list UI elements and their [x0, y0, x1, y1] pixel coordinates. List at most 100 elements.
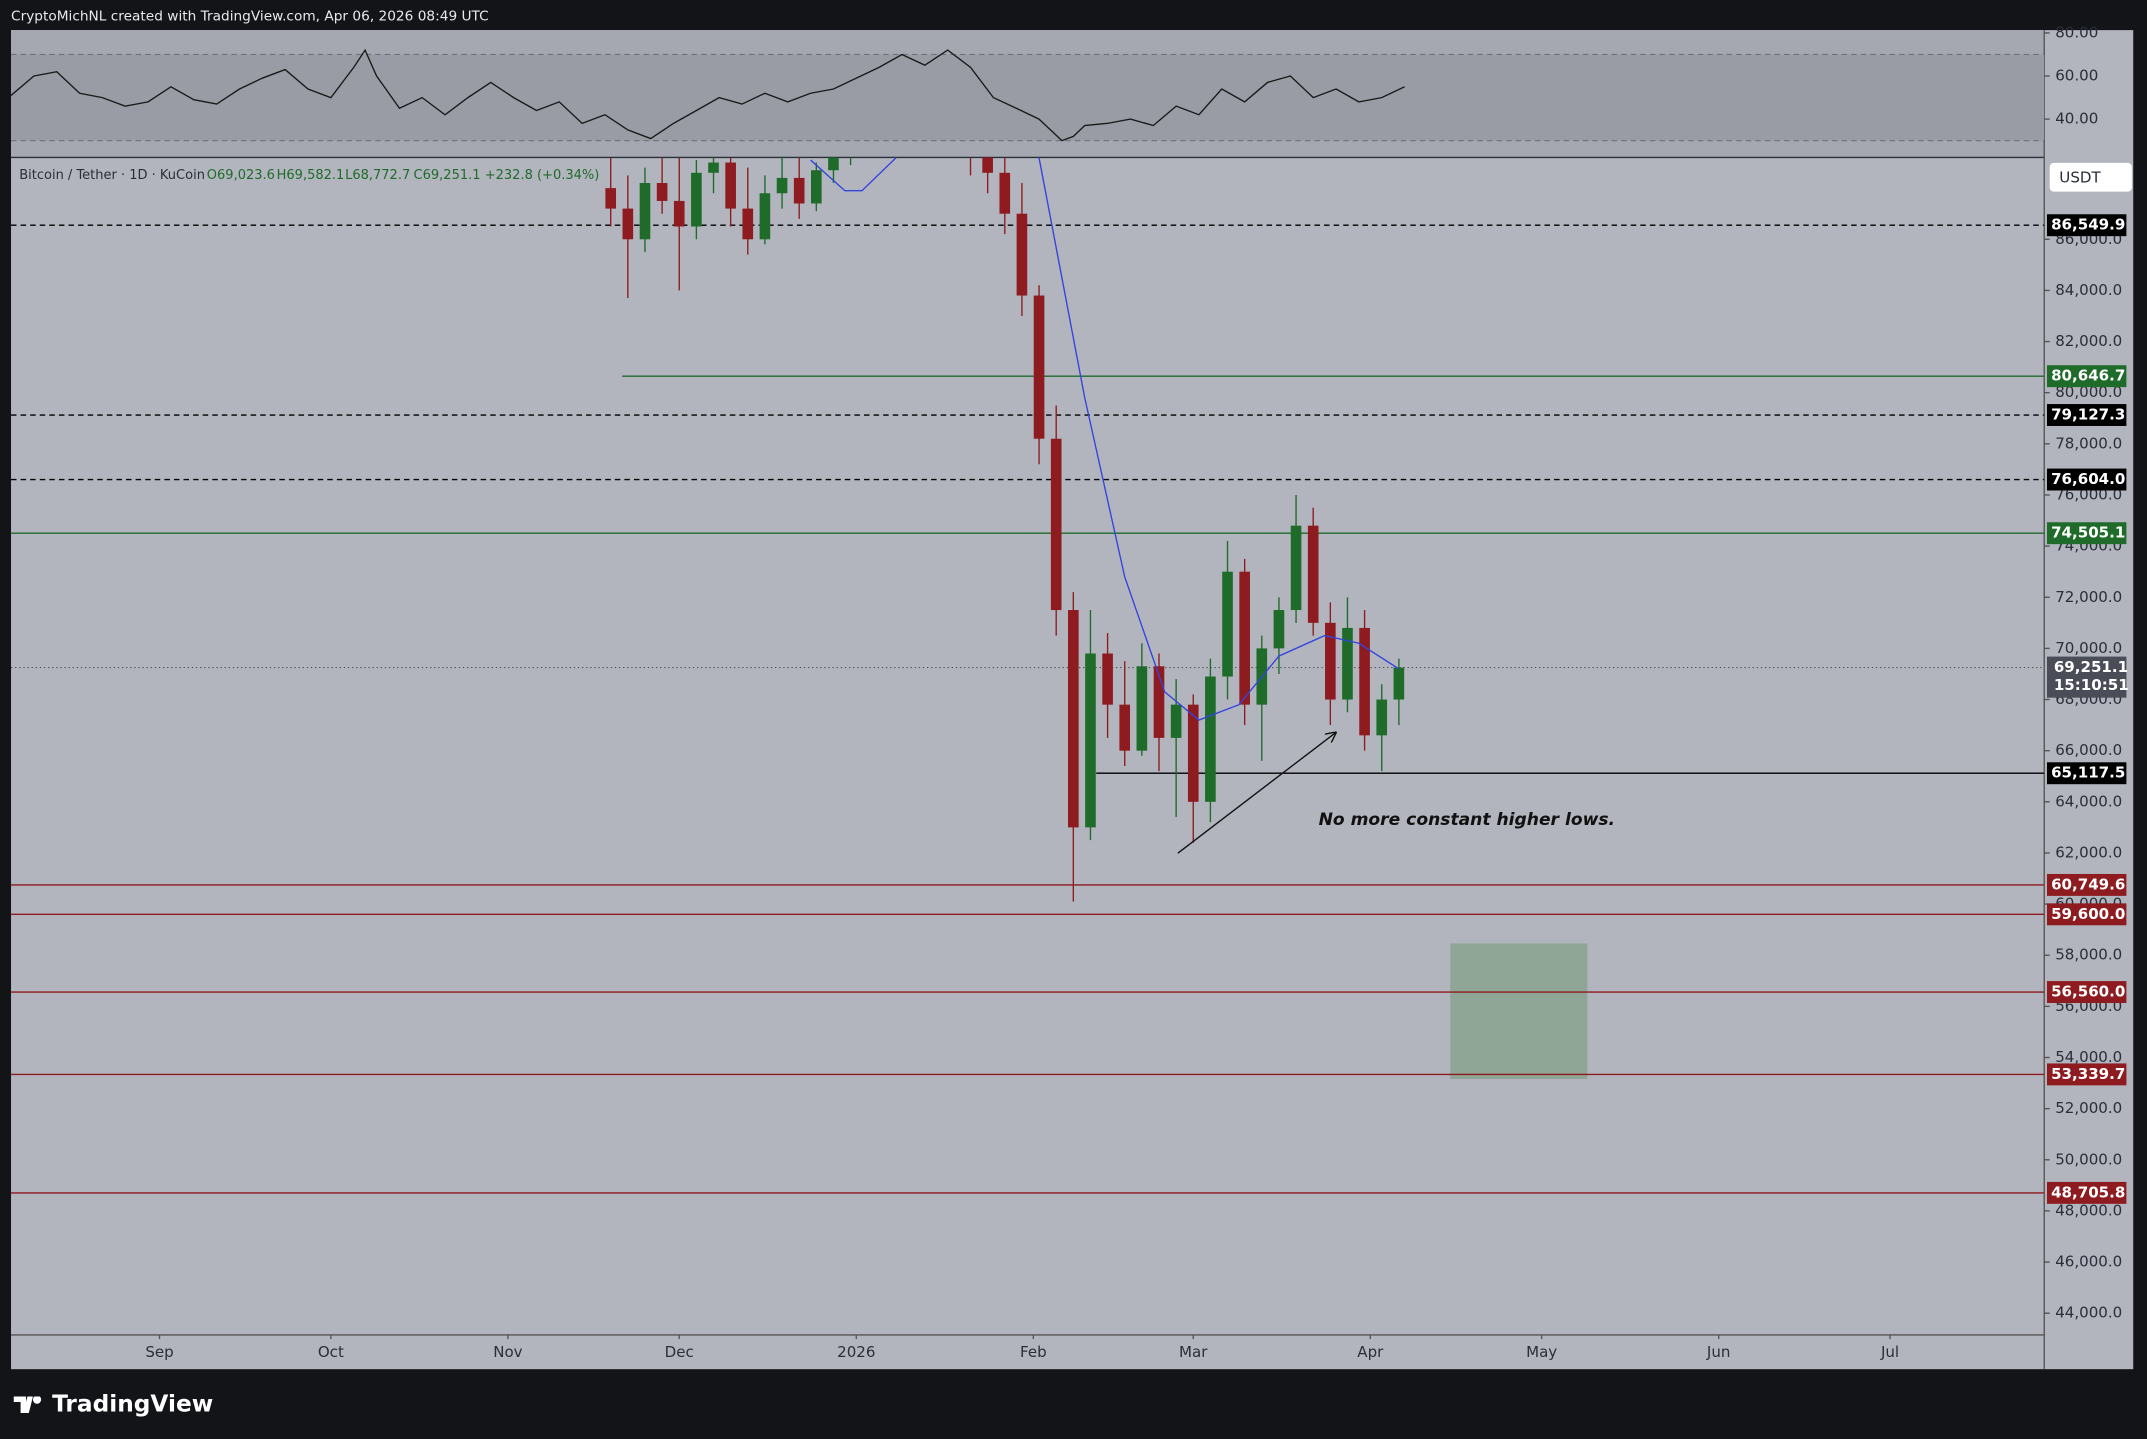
level-label-box [2046, 365, 2127, 388]
x-tick-label: 2026 [837, 1343, 875, 1361]
candle-body [1119, 704, 1131, 751]
candle-body [639, 183, 651, 240]
y-tick-label: 48,000.0 [2055, 1201, 2122, 1219]
level-label-box [2046, 404, 2127, 426]
level-label-box [2046, 903, 2127, 926]
level-label: 65,117.5 [2051, 764, 2125, 782]
candle-body [793, 177, 805, 204]
y-tick-label: 84,000.0 [2055, 281, 2122, 299]
level-label-box [2046, 522, 2127, 545]
candle-body [708, 162, 719, 173]
change-label: +232.8 (+0.34%) [485, 168, 600, 183]
y-tick-label: 64,000.0 [2055, 792, 2122, 810]
candle-body [1359, 627, 1370, 736]
level-label-box [2046, 981, 2127, 1004]
currency-label[interactable]: USDT [2059, 168, 2101, 186]
candle-body [811, 170, 822, 204]
y-tick-label: 78,000.0 [2055, 434, 2122, 452]
level-label: 79,127.3 [2051, 406, 2125, 424]
candle-body [999, 172, 1011, 214]
annotation-arrow [1177, 733, 1336, 854]
moving-average [810, 157, 1400, 721]
candle-body [1273, 610, 1285, 649]
symbol-title: Bitcoin / Tether · 1D · KuCoin [19, 168, 205, 183]
y-tick-label: 46,000.0 [2055, 1253, 2122, 1271]
candle-body [1068, 610, 1079, 828]
y-tick-label: 72,000.0 [2055, 588, 2122, 606]
candle-body [1307, 525, 1319, 623]
x-tick-label: Nov [493, 1343, 522, 1361]
level-label-box [2046, 873, 2127, 896]
rsi-tick-label: 40.00 [2055, 110, 2098, 128]
x-tick-label: Jul [1880, 1343, 1899, 1361]
brand: TradingView [52, 1390, 213, 1417]
y-tick-label: 54,000.0 [2055, 1048, 2122, 1066]
candle-body [691, 172, 702, 227]
level-label: 76,604.0 [2051, 470, 2125, 488]
high-label: H69,582.1 [277, 168, 345, 183]
candle-body [759, 193, 771, 240]
candle-body [1393, 667, 1405, 700]
y-tick-label: 66,000.0 [2055, 741, 2122, 759]
x-tick-label: Sep [145, 1343, 173, 1361]
brand-logo [13, 1396, 42, 1413]
y-tick-label: 62,000.0 [2055, 843, 2122, 861]
y-tick-label: 58,000.0 [2055, 946, 2122, 964]
level-label: 60,749.6 [2051, 875, 2125, 893]
level-label: 74,505.1 [2051, 524, 2125, 542]
candle-body [1290, 525, 1302, 611]
y-tick-label: 44,000.0 [2055, 1304, 2122, 1322]
candle-body [1376, 699, 1388, 736]
main-layer [11, 157, 2045, 1194]
candle-body [1222, 571, 1233, 677]
rsi-layer [11, 48, 2045, 142]
y-tick-label: 70,000.0 [2055, 639, 2122, 657]
x-tick-label: Oct [318, 1343, 344, 1361]
level-label-box [2046, 1181, 2127, 1204]
x-tick-label: Feb [1020, 1343, 1047, 1361]
axis-layer: 80.00 60.00 40.00 44,000.0 46,000.0 48,000.0 5… [145, 23, 2128, 1361]
candle-body [1033, 295, 1045, 439]
level-label-box [2046, 1063, 2127, 1086]
level-label: 48,705.8 [2051, 1183, 2125, 1201]
candle-body [828, 157, 839, 171]
rsi-line [11, 48, 1405, 142]
candle-body [1325, 622, 1336, 700]
x-tick-label: Dec [665, 1343, 694, 1361]
y-tick-label: 52,000.0 [2055, 1099, 2122, 1117]
currency-button[interactable] [2049, 162, 2132, 192]
y-tick-label: 80,000.0 [2055, 383, 2122, 401]
candle-body [622, 208, 634, 240]
candle-body [1153, 666, 1165, 738]
candle-body [742, 208, 754, 240]
candle-body [1136, 666, 1148, 751]
level-label: 59,600.0 [2051, 905, 2125, 923]
annotation: No more constant higher lows. [1319, 810, 1616, 830]
level-label: 86,549.9 [2051, 216, 2125, 234]
level-label-box [2046, 762, 2127, 785]
candle-body [1239, 571, 1250, 705]
candle-body [1050, 438, 1062, 611]
x-tick-label: Mar [1179, 1343, 1208, 1361]
candle-body [1085, 653, 1096, 828]
x-tick-label: Jun [1706, 1343, 1731, 1361]
level-label-box [2046, 214, 2127, 237]
candle-body [1102, 653, 1113, 705]
candle-body [1016, 213, 1028, 296]
target-zone [1450, 943, 1588, 1079]
y-tick-label: 82,000.0 [2055, 332, 2122, 350]
last-price-label: 69,251.1 [2054, 658, 2128, 676]
candle-body [1342, 627, 1353, 700]
level-label-box [2046, 468, 2127, 491]
candle-body [656, 183, 668, 201]
candle-body [673, 200, 685, 227]
rsi-tick-label: 80.00 [2055, 23, 2098, 41]
last-price-box [2046, 656, 2127, 698]
rsi-band [11, 54, 2045, 141]
level-label: 53,339.7 [2051, 1065, 2125, 1083]
candle-body [1170, 704, 1182, 738]
level-label: 80,646.7 [2051, 367, 2125, 385]
countdown-label: 15:10:51 [2054, 676, 2129, 694]
close-label: C69,251.1 [414, 168, 481, 183]
